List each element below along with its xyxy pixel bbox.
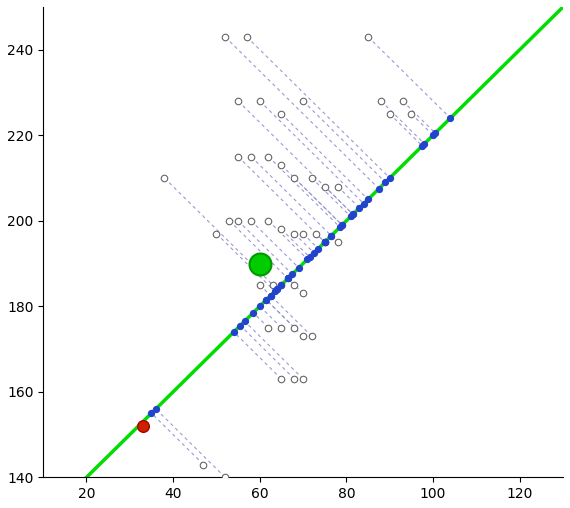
Point <box>364 33 373 41</box>
Point <box>333 182 343 190</box>
Point <box>320 238 329 246</box>
Point <box>299 375 308 383</box>
Point <box>283 274 292 282</box>
Point <box>348 210 357 218</box>
Point <box>151 405 160 413</box>
Point <box>314 244 323 252</box>
Point <box>234 97 243 105</box>
Point <box>268 281 278 289</box>
Point <box>420 140 429 148</box>
Point <box>374 184 384 193</box>
Point <box>277 375 286 383</box>
Point <box>290 174 299 182</box>
Point <box>335 223 344 231</box>
Point <box>364 195 373 203</box>
Point <box>288 270 297 278</box>
Point <box>346 212 355 220</box>
Point <box>337 221 347 229</box>
Point <box>160 174 169 182</box>
Point <box>272 285 282 293</box>
Point <box>320 238 329 246</box>
Point <box>240 317 249 325</box>
Point <box>333 238 343 246</box>
Point <box>255 281 264 289</box>
Point <box>348 210 357 218</box>
Point <box>303 255 312 263</box>
Point <box>147 409 156 417</box>
Point <box>446 114 455 122</box>
Point <box>242 33 251 41</box>
Point <box>320 238 329 246</box>
Point <box>229 328 238 336</box>
Point <box>305 253 314 261</box>
Point <box>264 152 273 161</box>
Point <box>234 152 243 161</box>
Point <box>262 296 271 304</box>
Point <box>199 460 208 468</box>
Point <box>277 281 286 289</box>
Point <box>225 217 234 225</box>
Point <box>299 290 308 298</box>
Point <box>221 33 230 41</box>
Point <box>247 217 256 225</box>
Point <box>264 324 273 332</box>
Point <box>327 232 336 240</box>
Point <box>294 264 303 272</box>
Point <box>212 230 221 238</box>
Point <box>385 110 394 118</box>
Point <box>277 225 286 233</box>
Point <box>249 309 258 317</box>
Point <box>359 200 368 208</box>
Point <box>266 292 275 300</box>
Point <box>337 221 347 229</box>
Point <box>236 322 245 330</box>
Point <box>429 131 438 139</box>
Point <box>247 152 256 161</box>
Point <box>299 97 308 105</box>
Point <box>320 182 329 190</box>
Point <box>272 285 282 293</box>
Point <box>299 332 308 340</box>
Point <box>385 174 394 182</box>
Point <box>283 274 292 282</box>
Point <box>277 161 286 169</box>
Point <box>255 260 264 268</box>
Point <box>320 238 329 246</box>
Point <box>255 302 264 310</box>
Point <box>277 324 286 332</box>
Point <box>139 422 148 430</box>
Point <box>398 97 408 105</box>
Point <box>355 204 364 212</box>
Point <box>377 97 386 105</box>
Point <box>283 274 292 282</box>
Point <box>290 281 299 289</box>
Point <box>234 217 243 225</box>
Point <box>381 178 390 186</box>
Point <box>290 230 299 238</box>
Point <box>431 129 440 137</box>
Point <box>221 473 230 482</box>
Point <box>310 249 319 257</box>
Point <box>262 296 271 304</box>
Point <box>418 142 427 150</box>
Point <box>264 217 273 225</box>
Point <box>255 97 264 105</box>
Point <box>299 230 308 238</box>
Point <box>307 174 316 182</box>
Point <box>277 110 286 118</box>
Point <box>290 375 299 383</box>
Point <box>307 332 316 340</box>
Point <box>270 287 279 295</box>
Point <box>312 230 321 238</box>
Point <box>290 324 299 332</box>
Point <box>407 110 416 118</box>
Point <box>277 281 286 289</box>
Point <box>327 232 336 240</box>
Point <box>266 292 275 300</box>
